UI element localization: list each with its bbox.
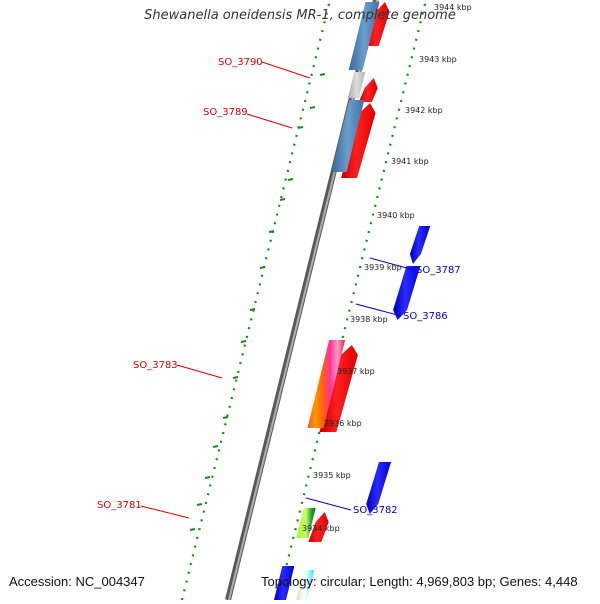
scale-tick-label: 3943 kbp — [419, 55, 457, 64]
map-title: Shewanella oneidensis MR-1, complete gen… — [144, 8, 456, 23]
gene-blue — [274, 566, 295, 600]
gene-label-leader — [355, 303, 402, 317]
gene-label-leader — [261, 61, 311, 79]
gene-features — [274, 2, 431, 600]
feature-dash — [232, 376, 239, 379]
gene-red — [308, 512, 329, 542]
gene-label: SO_3786 — [403, 311, 448, 322]
genome-rings — [180, 0, 428, 601]
scale-tick-label: 3942 kbp — [405, 106, 443, 115]
gene-label: SO_3787 — [416, 265, 461, 276]
gene-label-leader — [369, 257, 415, 271]
feature-dash — [309, 106, 316, 109]
gene-label: SO_3789 — [203, 107, 248, 118]
genome-summary: Topology: circular; Length: 4,969,803 bp… — [261, 574, 578, 589]
scale-tick-label: 3944 kbp — [434, 3, 472, 12]
feature-dash — [297, 126, 304, 129]
feature-dash — [279, 198, 286, 201]
scale-tick-label: 3934 kbp — [302, 524, 340, 533]
gene-steel — [331, 100, 365, 172]
gene-label-leader — [176, 364, 223, 379]
gene-label-leader — [305, 497, 352, 511]
scale-ticks: 3934 kbp 3935 kbp 3936 kbp 3937 kbp 3938 kbp… — [302, 3, 472, 533]
gene-cyan — [296, 570, 315, 600]
feature-dash — [319, 73, 326, 76]
scale-tick-label: 3940 kbp — [377, 211, 415, 220]
gene-blue — [409, 226, 431, 264]
gene-red — [358, 78, 378, 102]
gene-blue — [393, 266, 421, 320]
gene-red — [319, 345, 358, 432]
feature-dash — [240, 340, 247, 343]
scale-tick-label: 3939 kbp — [364, 263, 402, 272]
inner-dotted-ring — [276, 0, 428, 601]
feature-dash — [268, 230, 275, 233]
feature-dash — [196, 503, 203, 506]
scale-tick-label: 3936 kbp — [324, 419, 362, 428]
feature-dash — [222, 416, 229, 419]
scale-tick-label: 3937 kbp — [337, 367, 375, 376]
feature-dash — [189, 528, 196, 531]
gene-multicolor — [307, 340, 346, 428]
feature-dash — [212, 445, 219, 448]
gene-label: SO_3783 — [133, 360, 178, 371]
gene-label-leader — [246, 113, 293, 129]
gene-blue — [366, 462, 392, 514]
outer-dotted-ring — [180, 0, 332, 601]
gene-label: SO_3781 — [97, 500, 142, 511]
gene-steel — [348, 2, 380, 70]
scale-tick-label: 3941 kbp — [391, 157, 429, 166]
gene-label-leader — [140, 505, 190, 519]
gene-gray — [347, 72, 366, 98]
accession-label: Accession: NC_004347 — [9, 574, 145, 589]
gene-label: SO_3782 — [353, 505, 398, 516]
scale-tick-label: 3938 kbp — [350, 315, 388, 324]
gene-label: SO_3790 — [218, 57, 263, 68]
gene-lime — [296, 508, 316, 538]
feature-dash — [204, 476, 211, 479]
scale-tick-label: 3935 kbp — [313, 471, 351, 480]
feature-dash — [249, 308, 256, 311]
gene-labels: SO_3790 SO_3789 SO_3787 SO_3786 SO_3783 SO_37… — [97, 57, 461, 519]
feature-dash — [287, 178, 294, 181]
feature-dash — [259, 266, 266, 269]
